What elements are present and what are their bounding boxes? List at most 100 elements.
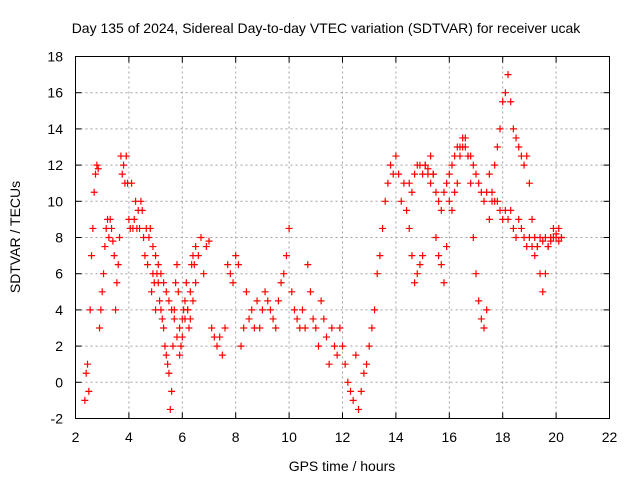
data-point xyxy=(451,188,459,196)
data-point xyxy=(158,315,166,323)
data-point xyxy=(90,188,98,196)
data-point xyxy=(384,179,392,187)
data-point xyxy=(485,215,493,223)
data-point xyxy=(160,279,168,287)
data-point xyxy=(504,71,512,79)
data-point xyxy=(445,197,453,205)
data-point xyxy=(137,197,145,205)
data-point xyxy=(98,288,106,296)
data-point xyxy=(485,170,493,178)
data-point xyxy=(459,134,467,142)
data-point xyxy=(515,143,523,151)
data-point xyxy=(185,324,193,332)
data-point xyxy=(173,261,181,269)
data-point xyxy=(301,324,309,332)
data-point xyxy=(216,333,224,341)
data-point xyxy=(86,306,94,314)
data-point xyxy=(81,396,89,404)
data-point xyxy=(344,378,352,386)
data-point xyxy=(245,315,253,323)
data-point xyxy=(325,360,333,368)
data-point xyxy=(408,252,416,260)
data-point xyxy=(234,261,242,269)
data-point xyxy=(509,224,517,232)
data-point xyxy=(541,270,549,278)
data-point xyxy=(114,261,122,269)
y-tick-label: 4 xyxy=(55,302,63,318)
data-point xyxy=(108,224,116,232)
data-point xyxy=(472,270,480,278)
data-point xyxy=(110,252,118,260)
data-point xyxy=(443,243,451,251)
data-point xyxy=(200,270,208,278)
data-point xyxy=(480,197,488,205)
data-point xyxy=(349,396,357,404)
data-point xyxy=(512,134,520,142)
data-point xyxy=(320,315,328,323)
data-point xyxy=(445,170,453,178)
data-point xyxy=(97,306,105,314)
data-point xyxy=(138,206,146,214)
data-point xyxy=(421,161,429,169)
data-point xyxy=(432,188,440,196)
data-point xyxy=(525,179,533,187)
data-point xyxy=(288,288,296,296)
data-point xyxy=(141,252,149,260)
data-point xyxy=(528,215,536,223)
x-tick-label: 12 xyxy=(335,429,351,445)
data-point xyxy=(541,234,549,241)
data-point xyxy=(280,270,288,278)
data-point xyxy=(555,224,563,232)
data-point xyxy=(493,197,501,205)
data-point xyxy=(507,206,515,214)
y-tick-labels: -2 0 2 4 6 8 10 12 14 16 18 xyxy=(47,49,63,427)
data-point xyxy=(218,351,226,359)
data-point xyxy=(189,297,197,305)
data-point xyxy=(190,261,198,269)
data-point xyxy=(92,170,100,178)
data-point xyxy=(264,297,272,305)
data-point xyxy=(520,161,528,169)
data-point xyxy=(177,342,185,350)
data-point xyxy=(411,170,419,178)
x-tick-label: 4 xyxy=(125,429,133,445)
data-point xyxy=(253,297,261,305)
data-point xyxy=(213,342,221,350)
data-point xyxy=(395,170,403,178)
data-point xyxy=(341,360,349,368)
data-point xyxy=(552,230,560,238)
data-point xyxy=(397,197,405,205)
data-point xyxy=(112,306,120,314)
data-point xyxy=(539,288,547,296)
data-point xyxy=(88,252,96,260)
data-point xyxy=(405,224,413,232)
data-point xyxy=(256,324,264,332)
data-point xyxy=(371,306,379,314)
data-point xyxy=(221,324,229,332)
data-point xyxy=(118,170,126,178)
data-point xyxy=(192,243,200,251)
data-point xyxy=(392,152,400,160)
data-point xyxy=(403,206,411,214)
data-point xyxy=(333,351,341,359)
data-point xyxy=(298,306,306,314)
data-point xyxy=(322,333,330,341)
x-tick-label: 16 xyxy=(442,429,458,445)
y-tick-label: 8 xyxy=(55,230,63,246)
data-point xyxy=(379,224,387,232)
data-point xyxy=(277,279,285,287)
data-point xyxy=(157,306,165,314)
data-point xyxy=(509,125,517,133)
data-point xyxy=(480,324,488,332)
data-point xyxy=(248,306,256,314)
data-point xyxy=(328,324,336,332)
data-point xyxy=(381,197,389,205)
data-point xyxy=(312,324,320,332)
data-point xyxy=(162,351,170,359)
data-point xyxy=(272,324,280,332)
data-point xyxy=(176,351,184,359)
data-point xyxy=(416,261,424,269)
plot-frame xyxy=(75,56,610,419)
data-point xyxy=(202,243,210,251)
data-point xyxy=(429,170,437,178)
